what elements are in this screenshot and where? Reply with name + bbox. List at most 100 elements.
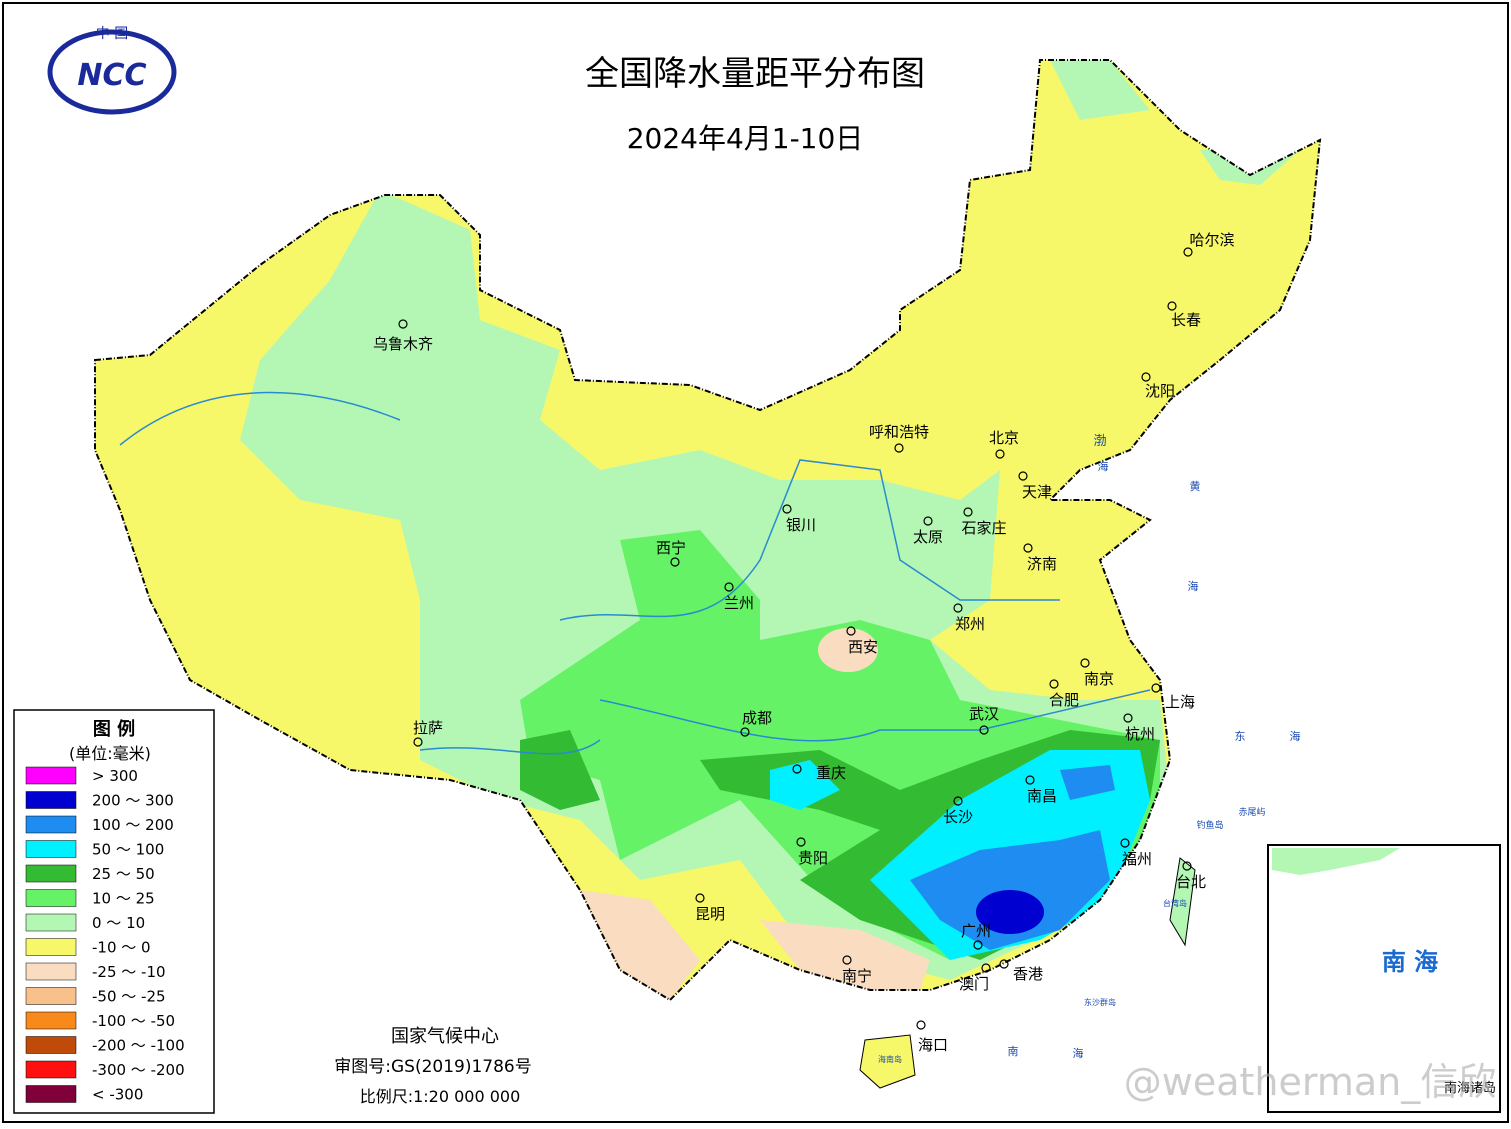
hainan (859, 1034, 916, 1089)
legend-label: 50 ～ 100 (92, 841, 164, 859)
city-label: 海口 (918, 1036, 948, 1054)
city-marker (1123, 713, 1133, 723)
city-marker (413, 737, 423, 747)
inset-box (1267, 844, 1501, 1113)
city-label: 贵阳 (798, 849, 828, 867)
city-marker (1080, 658, 1090, 668)
legend-swatch (25, 840, 77, 858)
inset-land (1272, 848, 1400, 875)
legend: 图 例 (单位:毫米) > 300 200 ～ 300 100 ～ 200 50 ～ … (13, 709, 215, 1114)
legend-swatch (25, 815, 77, 834)
sea-label: 赤尾屿 (1238, 807, 1265, 818)
city-marker (846, 626, 856, 636)
city-marker (1182, 861, 1192, 871)
sea-label: 钓鱼岛 (1196, 819, 1223, 831)
taiwan (1169, 857, 1196, 947)
city-marker (953, 796, 963, 806)
city-label: 银川 (786, 516, 816, 534)
city-marker (670, 557, 680, 567)
legend-label: 10 ～ 25 (92, 890, 155, 908)
sea-label: 渤 (1093, 433, 1106, 449)
city-marker (999, 959, 1009, 969)
city-marker (398, 319, 408, 329)
region-200-300 (976, 890, 1044, 934)
city-marker (782, 504, 792, 514)
city-marker (842, 955, 852, 965)
subtitle: 2024年4月1-10日 (627, 122, 864, 155)
city-marker (973, 940, 983, 950)
legend-swatch (25, 1085, 77, 1103)
legend-label: 100 ～ 200 (92, 816, 174, 834)
city-label: 广州 (961, 922, 991, 940)
city-label: 北京 (989, 429, 1019, 447)
city-marker (963, 507, 973, 517)
city-marker (1183, 247, 1193, 257)
city-label: 长春 (1171, 311, 1201, 329)
rivers (119, 391, 1151, 755)
title: 全国降水量距平分布图 (585, 54, 925, 94)
city-marker (1023, 543, 1033, 553)
city-label: 台北 (1176, 873, 1206, 891)
legend-label: > 300 (92, 767, 138, 785)
sea-label: 台湾岛 (1163, 898, 1187, 908)
city-label: 杭州 (1125, 725, 1155, 743)
city-label: 澳门 (959, 975, 989, 993)
city-label: 石家庄 (961, 519, 1006, 537)
watermark: @weatherman_信欣 (1124, 1060, 1496, 1104)
city-marker (916, 1020, 926, 1030)
legend-label: -100 ～ -50 (92, 1012, 175, 1030)
city-label: 合肥 (1049, 691, 1079, 709)
city-marker (1167, 301, 1177, 311)
city-marker (724, 582, 734, 592)
legend-label: -50 ～ -25 (92, 988, 166, 1006)
legend-swatch (25, 962, 77, 981)
legend-swatch (25, 766, 77, 785)
logo-text: NCC (77, 58, 146, 93)
legend-label: -25 ～ -10 (92, 963, 166, 981)
city-label: 哈尔滨 (1189, 231, 1234, 249)
city-marker (995, 449, 1005, 459)
city-label: 上海 (1165, 693, 1195, 711)
city-marker (953, 603, 963, 613)
legend-swatch (25, 791, 77, 809)
region-minus-10-25 (580, 890, 930, 1000)
city-marker (1025, 775, 1035, 785)
city-label: 西宁 (656, 539, 686, 557)
legend-label: 0 ～ 10 (92, 914, 145, 932)
sea-label: 南 (1008, 1045, 1019, 1058)
sea-label: 海 (1098, 459, 1109, 473)
city-marker (1049, 679, 1059, 689)
sea-label: 东沙群岛 (1084, 997, 1116, 1007)
city-label: 南昌 (1027, 787, 1057, 805)
sea-label: 海 (1188, 579, 1199, 593)
region-xian-dry (818, 628, 878, 672)
legend-swatch (25, 1060, 77, 1079)
city-marker (979, 725, 989, 735)
logo-top: 中 国 (96, 26, 128, 42)
city-marker (796, 837, 806, 847)
city-marker (792, 764, 802, 774)
city-label: 兰州 (724, 594, 754, 612)
city-label: 成都 (742, 709, 772, 727)
legend-label: -200 ～ -100 (92, 1037, 185, 1055)
city-label: 沈阳 (1145, 382, 1175, 400)
legend-label: 200 ～ 300 (92, 792, 174, 810)
inset-label: 南 海 (1382, 948, 1438, 976)
legend-swatch (25, 1036, 77, 1054)
city-label: 太原 (913, 528, 943, 546)
legend-label: -10 ～ 0 (92, 939, 151, 957)
city-label: 武汉 (969, 705, 999, 723)
sea-label: 海 (1290, 729, 1301, 743)
city-marker (894, 443, 904, 453)
city-marker (1120, 838, 1130, 848)
sea-label: 海 (1073, 1046, 1084, 1060)
footer-scale: 比例尺:1:20 000 000 (360, 1087, 521, 1106)
region-100-200 (910, 765, 1115, 950)
city-marker (923, 516, 933, 526)
city-label: 南宁 (842, 967, 872, 985)
city-marker (1141, 372, 1151, 382)
city-label: 昆明 (695, 905, 725, 923)
city-marker (981, 963, 991, 973)
city-label: 西安 (848, 638, 878, 656)
